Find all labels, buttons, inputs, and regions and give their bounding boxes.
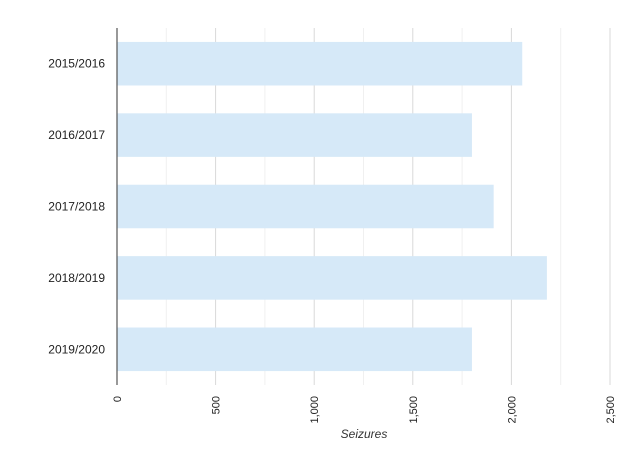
bar bbox=[117, 113, 472, 157]
category-label: 2016/2017 bbox=[48, 128, 105, 142]
x-axis-title: Seizures bbox=[341, 427, 388, 441]
x-tick-label: 500 bbox=[211, 396, 223, 414]
bar bbox=[117, 256, 547, 300]
x-tick-label: 2,000 bbox=[506, 396, 518, 424]
bar bbox=[117, 327, 472, 372]
x-tick-label: 1,000 bbox=[309, 396, 321, 424]
x-tick-label: 0 bbox=[112, 396, 124, 402]
bar bbox=[117, 184, 494, 229]
bar bbox=[117, 41, 523, 86]
category-label: 2017/2018 bbox=[48, 200, 105, 214]
labels: Seizures 2015/2016 2016/2017 2017/2018 2018… bbox=[48, 57, 617, 441]
category-label: 2018/2019 bbox=[48, 271, 105, 285]
x-tick-label: 1,500 bbox=[408, 396, 420, 424]
category-label: 2015/2016 bbox=[48, 57, 105, 71]
bars bbox=[117, 41, 547, 372]
category-label: 2019/2020 bbox=[48, 342, 105, 356]
x-tick-label: 2,500 bbox=[605, 396, 617, 424]
